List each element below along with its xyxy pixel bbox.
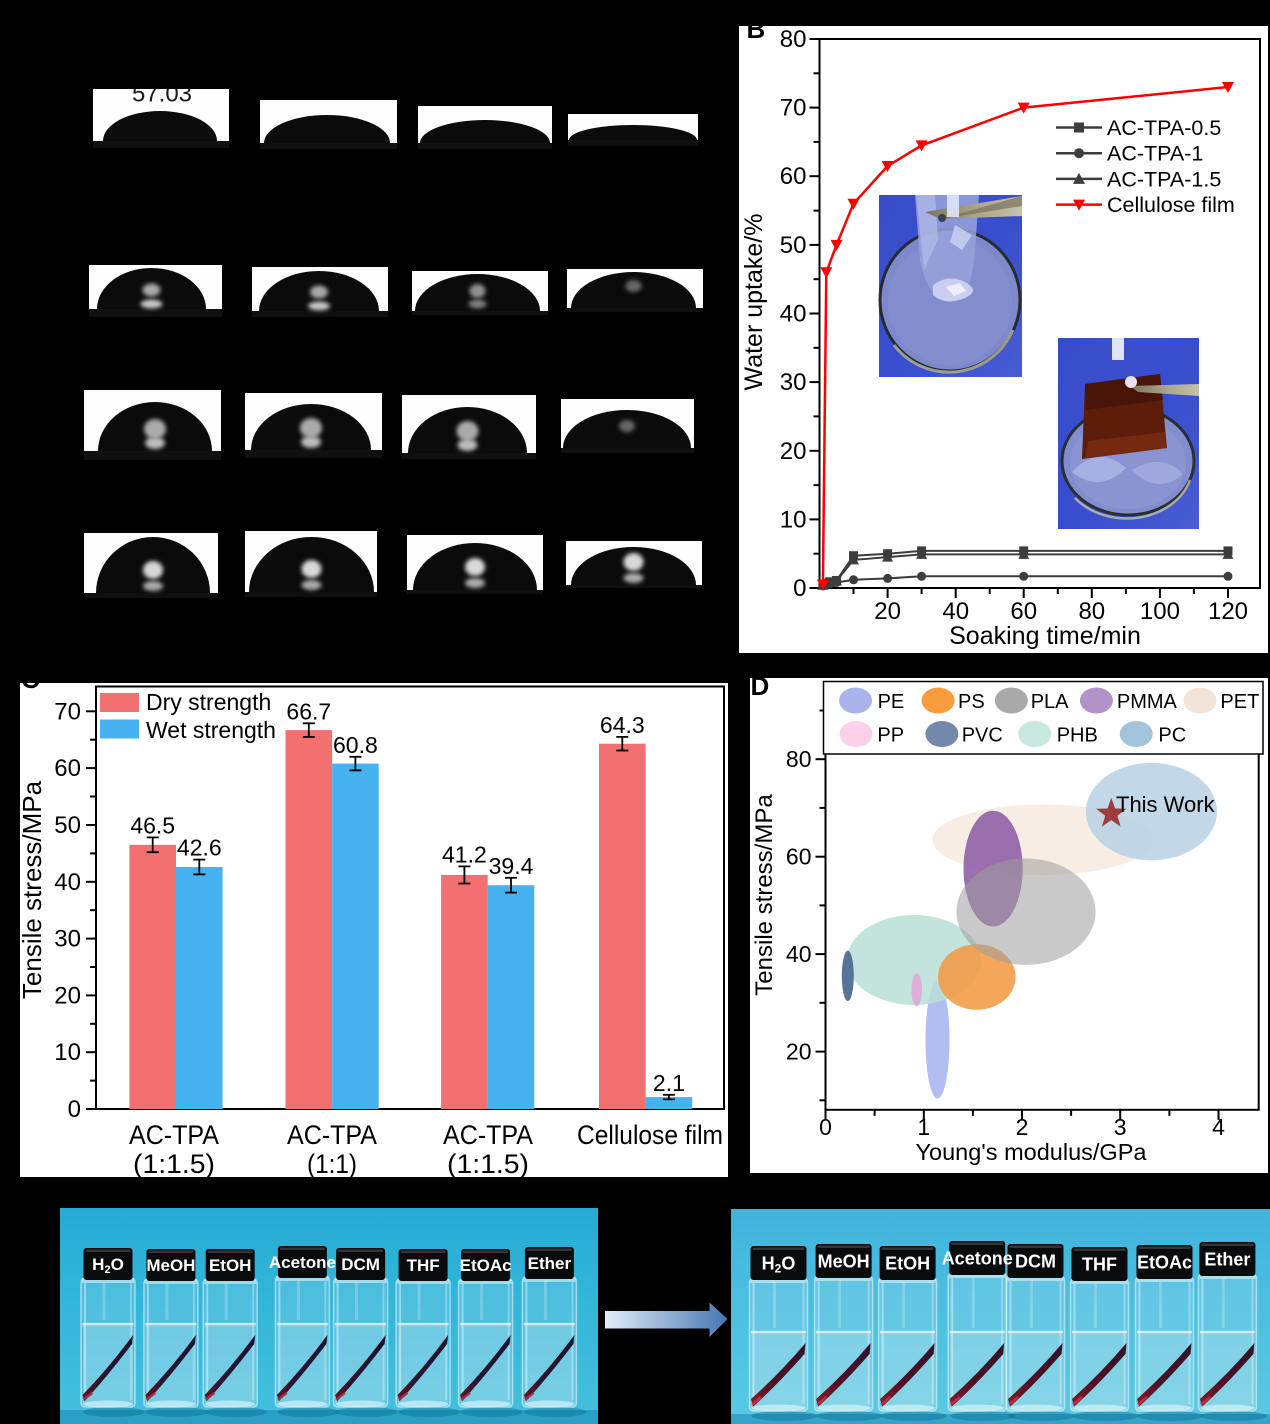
- svg-text:1: 1: [917, 1114, 930, 1140]
- svg-text:Cellulose film: Cellulose film: [1107, 193, 1235, 217]
- svg-text:46.5: 46.5: [130, 812, 175, 838]
- svg-text:100: 100: [1140, 598, 1180, 625]
- svg-text:B: B: [747, 14, 766, 44]
- svg-text:70: 70: [780, 95, 807, 122]
- svg-text:PP: PP: [877, 725, 904, 747]
- svg-text:66.7: 66.7: [286, 698, 331, 724]
- svg-text:30: 30: [54, 926, 81, 953]
- svg-text:40: 40: [942, 598, 969, 625]
- svg-text:70: 70: [54, 698, 81, 725]
- svg-text:This Work: This Work: [1116, 792, 1216, 817]
- svg-text:Water uptake/%: Water uptake/%: [740, 214, 768, 391]
- svg-text:EtOAc: EtOAc: [1137, 1253, 1192, 1273]
- svg-text:0: 0: [793, 575, 806, 602]
- svg-text:(1:1): (1:1): [307, 1149, 357, 1179]
- svg-text:EtOH: EtOH: [209, 1256, 252, 1275]
- svg-text:80: 80: [786, 746, 812, 772]
- svg-text:80: 80: [780, 26, 807, 53]
- svg-text:PMMA: PMMA: [1117, 691, 1178, 713]
- svg-text:20: 20: [780, 438, 807, 465]
- svg-text:41.2: 41.2: [442, 841, 487, 867]
- svg-text:30: 30: [780, 369, 807, 396]
- svg-text:THF: THF: [1082, 1255, 1117, 1275]
- svg-text:Ether: Ether: [528, 1254, 572, 1273]
- svg-text:AC-TPA: AC-TPA: [443, 1120, 533, 1150]
- svg-text:AC-TPA: AC-TPA: [129, 1120, 219, 1150]
- svg-text:4: 4: [1212, 1114, 1225, 1140]
- svg-text:AC-TPA-1.5: AC-TPA-1.5: [1107, 167, 1221, 191]
- svg-text:Acetone: Acetone: [942, 1249, 1013, 1269]
- svg-text:20: 20: [54, 982, 81, 1009]
- svg-text:2.1: 2.1: [653, 1070, 685, 1096]
- svg-text:AC-TPA-0.5: AC-TPA-0.5: [1107, 116, 1221, 140]
- svg-text:DCM: DCM: [1015, 1252, 1056, 1272]
- svg-text:60: 60: [780, 163, 807, 190]
- svg-text:Acetone: Acetone: [269, 1253, 336, 1272]
- svg-text:(1:1.5): (1:1.5): [133, 1149, 215, 1179]
- svg-text:60: 60: [1010, 598, 1037, 625]
- svg-text:40: 40: [780, 301, 807, 328]
- svg-text:Soaking time/min: Soaking time/min: [949, 622, 1141, 650]
- svg-text:2: 2: [1016, 1114, 1029, 1140]
- svg-text:10: 10: [54, 1039, 81, 1066]
- svg-text:Tensile stress/MPa: Tensile stress/MPa: [17, 780, 47, 999]
- svg-text:0: 0: [819, 1114, 832, 1140]
- svg-text:Dry strength: Dry strength: [146, 689, 271, 715]
- svg-text:D: D: [751, 671, 770, 701]
- svg-text:50: 50: [54, 812, 81, 839]
- svg-text:40: 40: [786, 941, 812, 967]
- svg-text:AC-TPA: AC-TPA: [287, 1120, 377, 1150]
- svg-text:Wet strength: Wet strength: [146, 717, 276, 743]
- svg-text:PS: PS: [958, 691, 985, 713]
- svg-text:AC-TPA-1: AC-TPA-1: [1107, 142, 1203, 166]
- svg-text:THF: THF: [407, 1256, 440, 1275]
- svg-text:0: 0: [68, 1096, 81, 1123]
- svg-text:PVC: PVC: [962, 725, 1003, 747]
- svg-text:Ether: Ether: [1204, 1250, 1250, 1270]
- svg-text:Cellulose film: Cellulose film: [577, 1120, 723, 1150]
- svg-text:60: 60: [786, 844, 812, 870]
- svg-text:20: 20: [874, 598, 901, 625]
- svg-text:57.03: 57.03: [132, 81, 192, 108]
- svg-text:DCM: DCM: [341, 1255, 380, 1274]
- svg-text:PE: PE: [878, 691, 905, 713]
- svg-text:10: 10: [780, 506, 807, 533]
- svg-text:PC: PC: [1158, 725, 1186, 747]
- svg-text:(1:1.5): (1:1.5): [447, 1149, 529, 1179]
- svg-text:20: 20: [786, 1039, 812, 1065]
- svg-text:80: 80: [1078, 598, 1105, 625]
- svg-text:Young's modulus/GPa: Young's modulus/GPa: [916, 1139, 1148, 1165]
- svg-text:64.3: 64.3: [600, 712, 645, 738]
- svg-text:3: 3: [1114, 1114, 1127, 1140]
- svg-text:H2O: H2O: [762, 1254, 796, 1276]
- svg-text:EtOH: EtOH: [885, 1254, 930, 1274]
- svg-text:40: 40: [54, 869, 81, 896]
- svg-text:50: 50: [780, 232, 807, 259]
- svg-text:39.4: 39.4: [489, 853, 534, 879]
- svg-text:MeOH: MeOH: [146, 1256, 195, 1275]
- svg-text:MeOH: MeOH: [818, 1252, 870, 1272]
- svg-text:PHB: PHB: [1057, 725, 1098, 747]
- svg-text:PET: PET: [1220, 691, 1259, 713]
- svg-text:C: C: [21, 664, 40, 694]
- svg-text:60.8: 60.8: [333, 732, 378, 758]
- svg-text:PLA: PLA: [1031, 691, 1069, 713]
- svg-text:EtOAc: EtOAc: [460, 1256, 512, 1275]
- svg-text:60: 60: [54, 755, 81, 782]
- svg-text:H2O: H2O: [92, 1255, 124, 1276]
- svg-text:120: 120: [1208, 598, 1248, 625]
- svg-text:Tensile stress/MPa: Tensile stress/MPa: [751, 794, 778, 996]
- svg-text:42.6: 42.6: [177, 835, 222, 861]
